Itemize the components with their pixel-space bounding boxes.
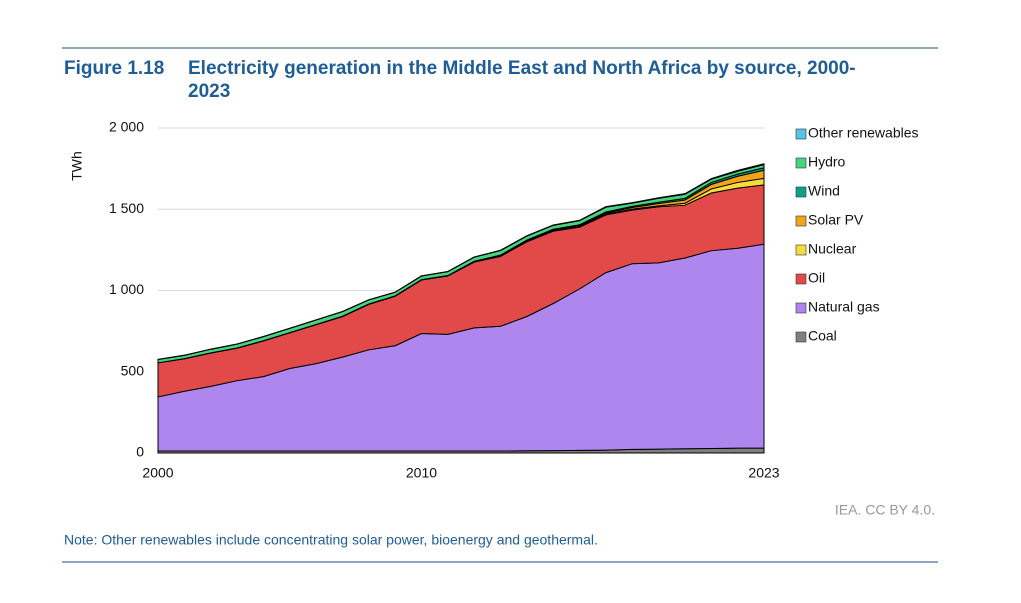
legend-swatch [795, 157, 807, 169]
title-line: 2023 [188, 81, 230, 102]
x-tick-label: 2000 [142, 465, 173, 481]
y-axis-label: TWh [69, 151, 85, 181]
legend-swatch [795, 215, 807, 227]
source: IEA. CC BY 4.0. [835, 502, 935, 518]
y-tick-label: 0 [136, 444, 144, 460]
y-tick-label: 2 000 [109, 119, 144, 135]
legend-swatch [795, 331, 807, 343]
legend-label: Coal [808, 328, 837, 344]
chart-title: Electricity generation in the Middle Eas… [188, 58, 856, 102]
legend-label: Wind [808, 183, 840, 199]
figure-label: Figure 1.18 [64, 58, 164, 79]
y-tick-label: 1 500 [109, 200, 144, 216]
y-tick-label: 500 [121, 362, 145, 378]
legend-swatch [795, 244, 807, 256]
note: Note: Other renewables include concentra… [64, 532, 598, 548]
legend-swatch [795, 128, 807, 140]
x-tick-label: 2023 [748, 465, 779, 481]
legend-swatch [795, 273, 807, 285]
legend-label: Hydro [808, 154, 846, 170]
legend-swatch [795, 186, 807, 198]
legend-label: Other renewables [808, 125, 919, 141]
legend-label: Natural gas [808, 299, 880, 315]
legend-swatch [795, 302, 807, 314]
area [157, 163, 765, 361]
legend-label: Solar PV [808, 212, 864, 228]
legend-label: Oil [808, 270, 825, 286]
legend-label: Nuclear [808, 241, 857, 257]
x-tick-label: 2010 [406, 465, 437, 481]
title-line: Electricity generation in the Middle Eas… [188, 58, 856, 79]
y-tick-label: 1 000 [109, 281, 144, 297]
